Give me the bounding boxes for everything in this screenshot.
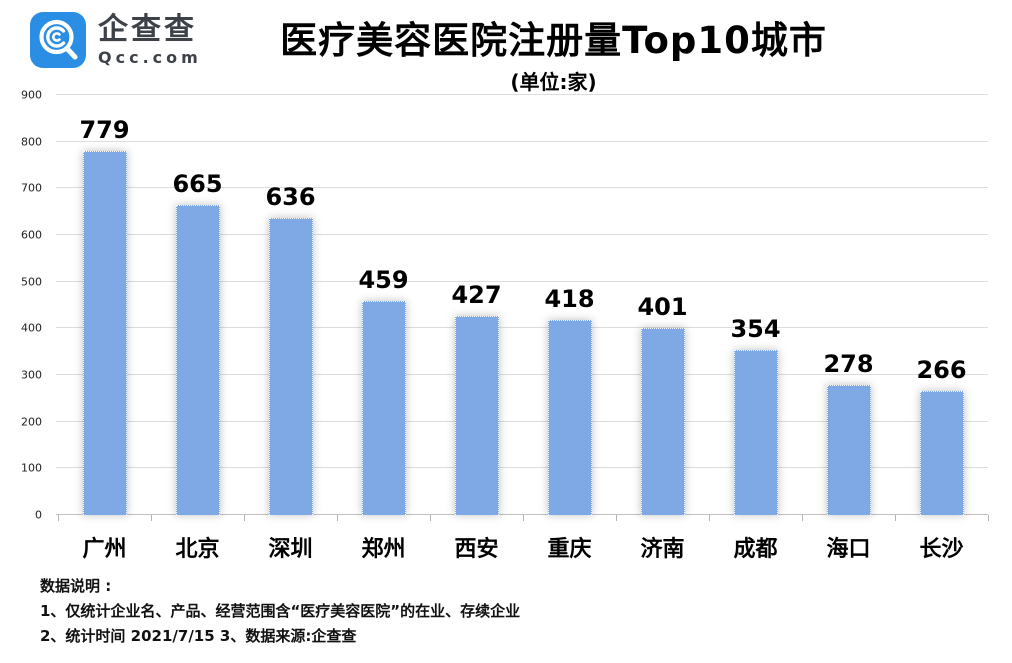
- bar-value-label: 779: [79, 116, 130, 145]
- x-axis-category-label: 重庆: [547, 537, 592, 562]
- y-axis-tick-label: 400: [21, 321, 42, 335]
- gridline: [56, 187, 988, 189]
- y-axis-tick-label: 900: [21, 88, 42, 102]
- gridline: [56, 514, 988, 515]
- plot-area: 779 665 636 459 427 418 401 354 278 266: [56, 94, 989, 521]
- bar: [82, 151, 127, 515]
- title-block: 医疗美容医院注册量Top10城市 (单位:家): [95, 10, 1012, 95]
- bar-value-label: 401: [637, 292, 688, 321]
- bar: [361, 300, 406, 515]
- x-axis-category-label: 深圳: [268, 537, 313, 562]
- gridline: [56, 327, 988, 329]
- bar: [733, 349, 778, 515]
- x-axis-tick: [523, 515, 524, 521]
- x-axis-tick: [58, 515, 59, 521]
- x-axis-tick: [988, 515, 989, 521]
- y-axis-tick-label: 100: [21, 461, 42, 475]
- y-axis-tick-label: 500: [21, 275, 42, 289]
- x-axis-category-label: 广州: [82, 537, 127, 562]
- footnote-line-2: 2、统计时间 2021/7/15 3、数据来源:企查查: [40, 627, 357, 645]
- page-title: 医疗美容医院注册量Top10城市: [280, 19, 827, 62]
- bar-value-label: 665: [172, 169, 223, 198]
- x-axis-tick: [802, 515, 803, 521]
- bar-column: 418: [523, 95, 616, 515]
- bar-column: 354: [709, 95, 802, 515]
- footnote-heading: 数据说明 :: [40, 577, 112, 595]
- gridline: [56, 140, 988, 142]
- y-axis-tick-label: 0: [35, 508, 42, 522]
- gridline: [56, 94, 988, 95]
- x-axis-category-label: 济南: [640, 537, 685, 562]
- bar-column: 401: [616, 95, 709, 515]
- bar-column: 665: [151, 95, 244, 515]
- x-axis-tick: [616, 515, 617, 521]
- bar-column: 278: [802, 95, 895, 515]
- gridline: [56, 467, 988, 469]
- bar: [547, 319, 592, 515]
- bar: [268, 218, 313, 515]
- x-axis-category-label: 海口: [826, 537, 871, 562]
- y-axis-tick-label: 600: [21, 228, 42, 242]
- bar-column: 779: [58, 95, 151, 515]
- bar-value-label: 418: [544, 284, 595, 313]
- logo-domain: Qcc.com: [98, 47, 202, 67]
- bar: [454, 315, 499, 515]
- x-axis-category-label: 西安: [454, 537, 499, 562]
- bar-columns: 779 665 636 459 427 418 401 354 278 266: [58, 95, 988, 515]
- x-axis-tick: [337, 515, 338, 521]
- x-axis-labels: 广州 北京 深圳 郑州 西安 重庆 济南 成都 海口 长沙: [58, 531, 988, 563]
- bar-value-label: 354: [730, 314, 781, 343]
- y-axis-labels: 900 800 700 600 500 400 300 200 100 0: [0, 89, 50, 522]
- x-axis-category-label: 成都: [733, 537, 778, 562]
- chart-unit-subtitle: (单位:家): [510, 70, 597, 94]
- bar-value-label: 427: [451, 280, 502, 309]
- y-axis-tick-label: 200: [21, 415, 42, 429]
- y-axis-tick-label: 300: [21, 368, 42, 382]
- bar-value-label: 278: [823, 350, 874, 379]
- footnote-line-1: 1、仅统计企业名、产品、经营范围含“医疗美容医院”的在业、存续企业: [40, 602, 521, 620]
- gridline: [56, 280, 988, 282]
- x-axis-tick: [244, 515, 245, 521]
- x-axis-tick: [895, 515, 896, 521]
- bar-value-label: 459: [358, 265, 409, 294]
- x-axis-category-label: 郑州: [361, 537, 406, 562]
- qcc-logo: 企查查 Qcc.com: [30, 12, 202, 68]
- footnotes: 数据说明 : 1、仅统计企业名、产品、经营范围含“医疗美容医院”的在业、存续企业…: [40, 574, 520, 649]
- bar-value-label: 266: [916, 355, 967, 384]
- y-axis-tick-label: 700: [21, 181, 42, 195]
- logo-name: 企查查: [98, 11, 197, 47]
- bar: [919, 390, 964, 515]
- x-axis-category-label: 长沙: [919, 537, 964, 562]
- bar-column: 427: [430, 95, 523, 515]
- bar: [826, 385, 871, 515]
- x-axis-tick: [430, 515, 431, 521]
- x-axis-tick: [709, 515, 710, 521]
- bar-column: 636: [244, 95, 337, 515]
- bar: [175, 204, 220, 515]
- x-axis-tick: [151, 515, 152, 521]
- bar: [640, 327, 685, 515]
- gridline: [56, 234, 988, 236]
- gridline: [56, 420, 988, 422]
- bar-column: 266: [895, 95, 988, 515]
- gridline: [56, 374, 988, 376]
- y-axis-tick-label: 800: [21, 135, 42, 149]
- qcc-logo-icon: [30, 12, 86, 68]
- bar-value-label: 636: [265, 183, 316, 212]
- qcc-logo-text: 企查查 Qcc.com: [98, 11, 202, 67]
- x-axis-category-label: 北京: [175, 537, 220, 562]
- bar-column: 459: [337, 95, 430, 515]
